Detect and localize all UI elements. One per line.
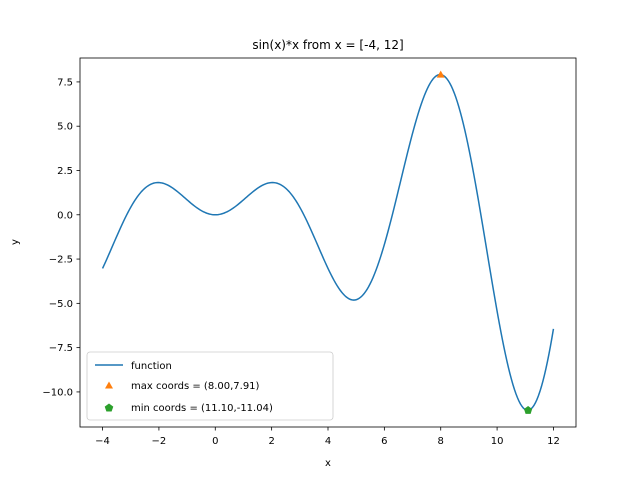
legend-box	[86, 351, 334, 421]
x-tick-label: 10	[491, 436, 504, 447]
x-tick-label: 12	[547, 436, 560, 447]
x-tick-label: 0	[212, 436, 218, 447]
x-tick-label: 6	[381, 436, 387, 447]
y-tick-label: 5.0	[57, 122, 73, 133]
y-tick-label: −7.5	[49, 343, 73, 354]
legend-max-label: max coords = (8.00,7.91)	[131, 381, 260, 392]
axes-layer: −4 −2 0 2 4 6 8 10 12 7.5 5.0 2.5 0.0 −2.5 −5.0 −7.5 −10…	[42, 77, 559, 447]
y-tick-label: −10.0	[42, 387, 73, 398]
legend-min-swatch	[104, 403, 114, 412]
function-line	[101, 73, 555, 412]
data-layer	[101, 70, 555, 414]
legend-function-label: function	[131, 361, 172, 372]
chart-title: sin(x)*x from x = [-4, 12]	[252, 38, 403, 52]
x-tick-label: 2	[268, 436, 274, 447]
x-tick-label: −2	[152, 436, 167, 447]
y-tick-label: 7.5	[57, 77, 73, 88]
legend-max-swatch	[105, 381, 113, 389]
min-point-marker	[524, 406, 533, 414]
max-point-marker	[436, 70, 445, 78]
plot-frame	[79, 57, 577, 428]
y-axis-label: y	[10, 239, 21, 245]
x-axis-label: x	[325, 458, 331, 469]
x-tick-label: −4	[95, 436, 110, 447]
y-tick-label: 2.5	[57, 166, 73, 177]
x-tick-label: 4	[325, 436, 331, 447]
legend-min-label: min coords = (11.10,-11.04)	[131, 403, 273, 414]
y-tick-label: 0.0	[57, 210, 73, 221]
y-tick-label: −2.5	[49, 255, 73, 266]
legend: function max coords = (8.00,7.91) min co…	[86, 351, 334, 421]
y-tick-label: −5.0	[49, 299, 73, 310]
x-tick-label: 8	[438, 436, 444, 447]
